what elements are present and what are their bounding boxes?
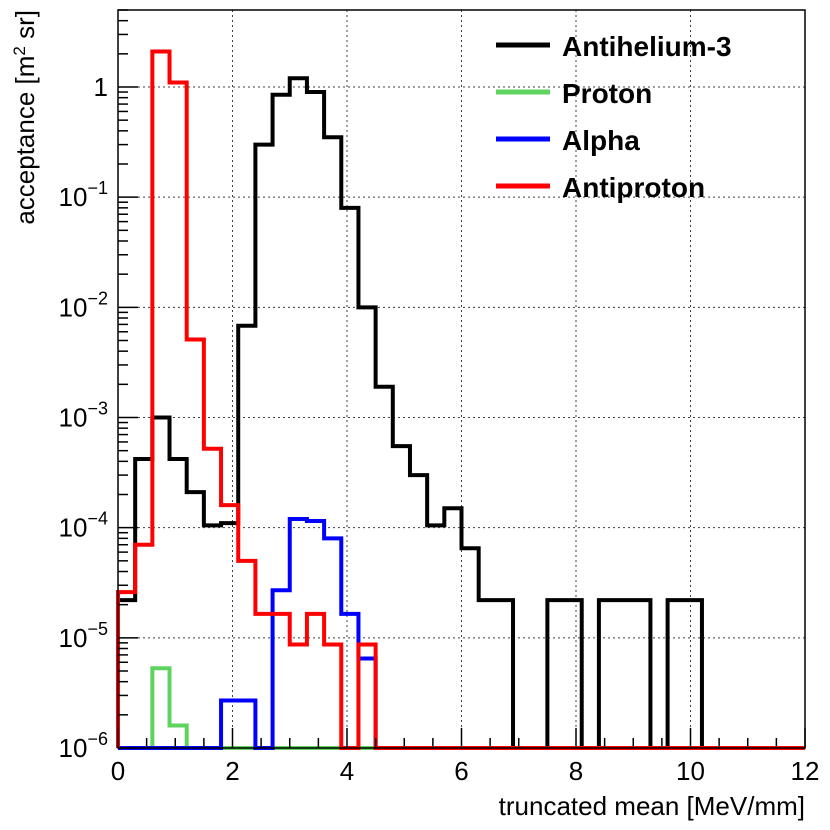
legend-label: Antihelium-3 [562,31,732,62]
y-tick-label-base: 10 [59,182,88,212]
grid-lines [118,10,805,748]
y-tick-label-base: 10 [59,513,88,543]
y-tick-label-exponent: −1 [87,178,108,198]
y-tick-label-exponent: −6 [87,729,108,749]
y-tick-label-base: 10 [59,403,88,433]
y-tick-label-exponent: −4 [87,509,108,529]
y-tick-label-exponent: −5 [87,619,108,639]
legend-label: Proton [562,78,652,109]
y-tick-label-exponent: −2 [87,288,108,308]
y-tick-label: 10−2 [59,288,108,322]
x-tick-label: 10 [676,756,705,786]
y-tick-label-base: 10 [59,292,88,322]
y-axis-title: acceptance [m2 sr] [10,10,41,225]
y-axis-title-main: acceptance [m [10,56,40,225]
y-tick-label: 10−6 [59,729,108,763]
axis-ticks [117,9,806,749]
x-axis-title: truncated mean [MeV/mm] [499,791,805,821]
y-tick-labels: 10−610−510−410−310−210−11 [59,72,108,763]
y-tick-label-base: 10 [59,623,88,653]
y-tick-label-exponent: −3 [87,399,108,419]
x-tick-labels: 0 2 4 6 8 10 12 [111,756,820,786]
y-tick-label: 10−5 [59,619,108,653]
y-tick-label: 1 [94,72,108,102]
y-tick-label-base: 10 [59,733,88,763]
y-tick-label: 10−1 [59,178,108,212]
x-tick-label: 12 [791,756,820,786]
y-tick-label: 10−4 [59,509,108,543]
x-tick-label: 4 [340,756,354,786]
legend: Antihelium-3 Proton Alpha Antiproton [496,31,732,203]
x-tick-label: 2 [225,756,239,786]
y-tick-label: 10−3 [59,399,108,433]
legend-label: Alpha [562,125,640,156]
x-tick-label: 0 [111,756,125,786]
y-axis-title-superscript: 2 [10,46,29,55]
x-tick-label: 8 [569,756,583,786]
y-axis-title-end: sr] [10,10,40,46]
y-tick-label-base: 1 [94,72,108,102]
x-tick-label: 6 [454,756,468,786]
legend-label: Antiproton [562,172,705,203]
series-antihelium-3 [116,76,805,750]
